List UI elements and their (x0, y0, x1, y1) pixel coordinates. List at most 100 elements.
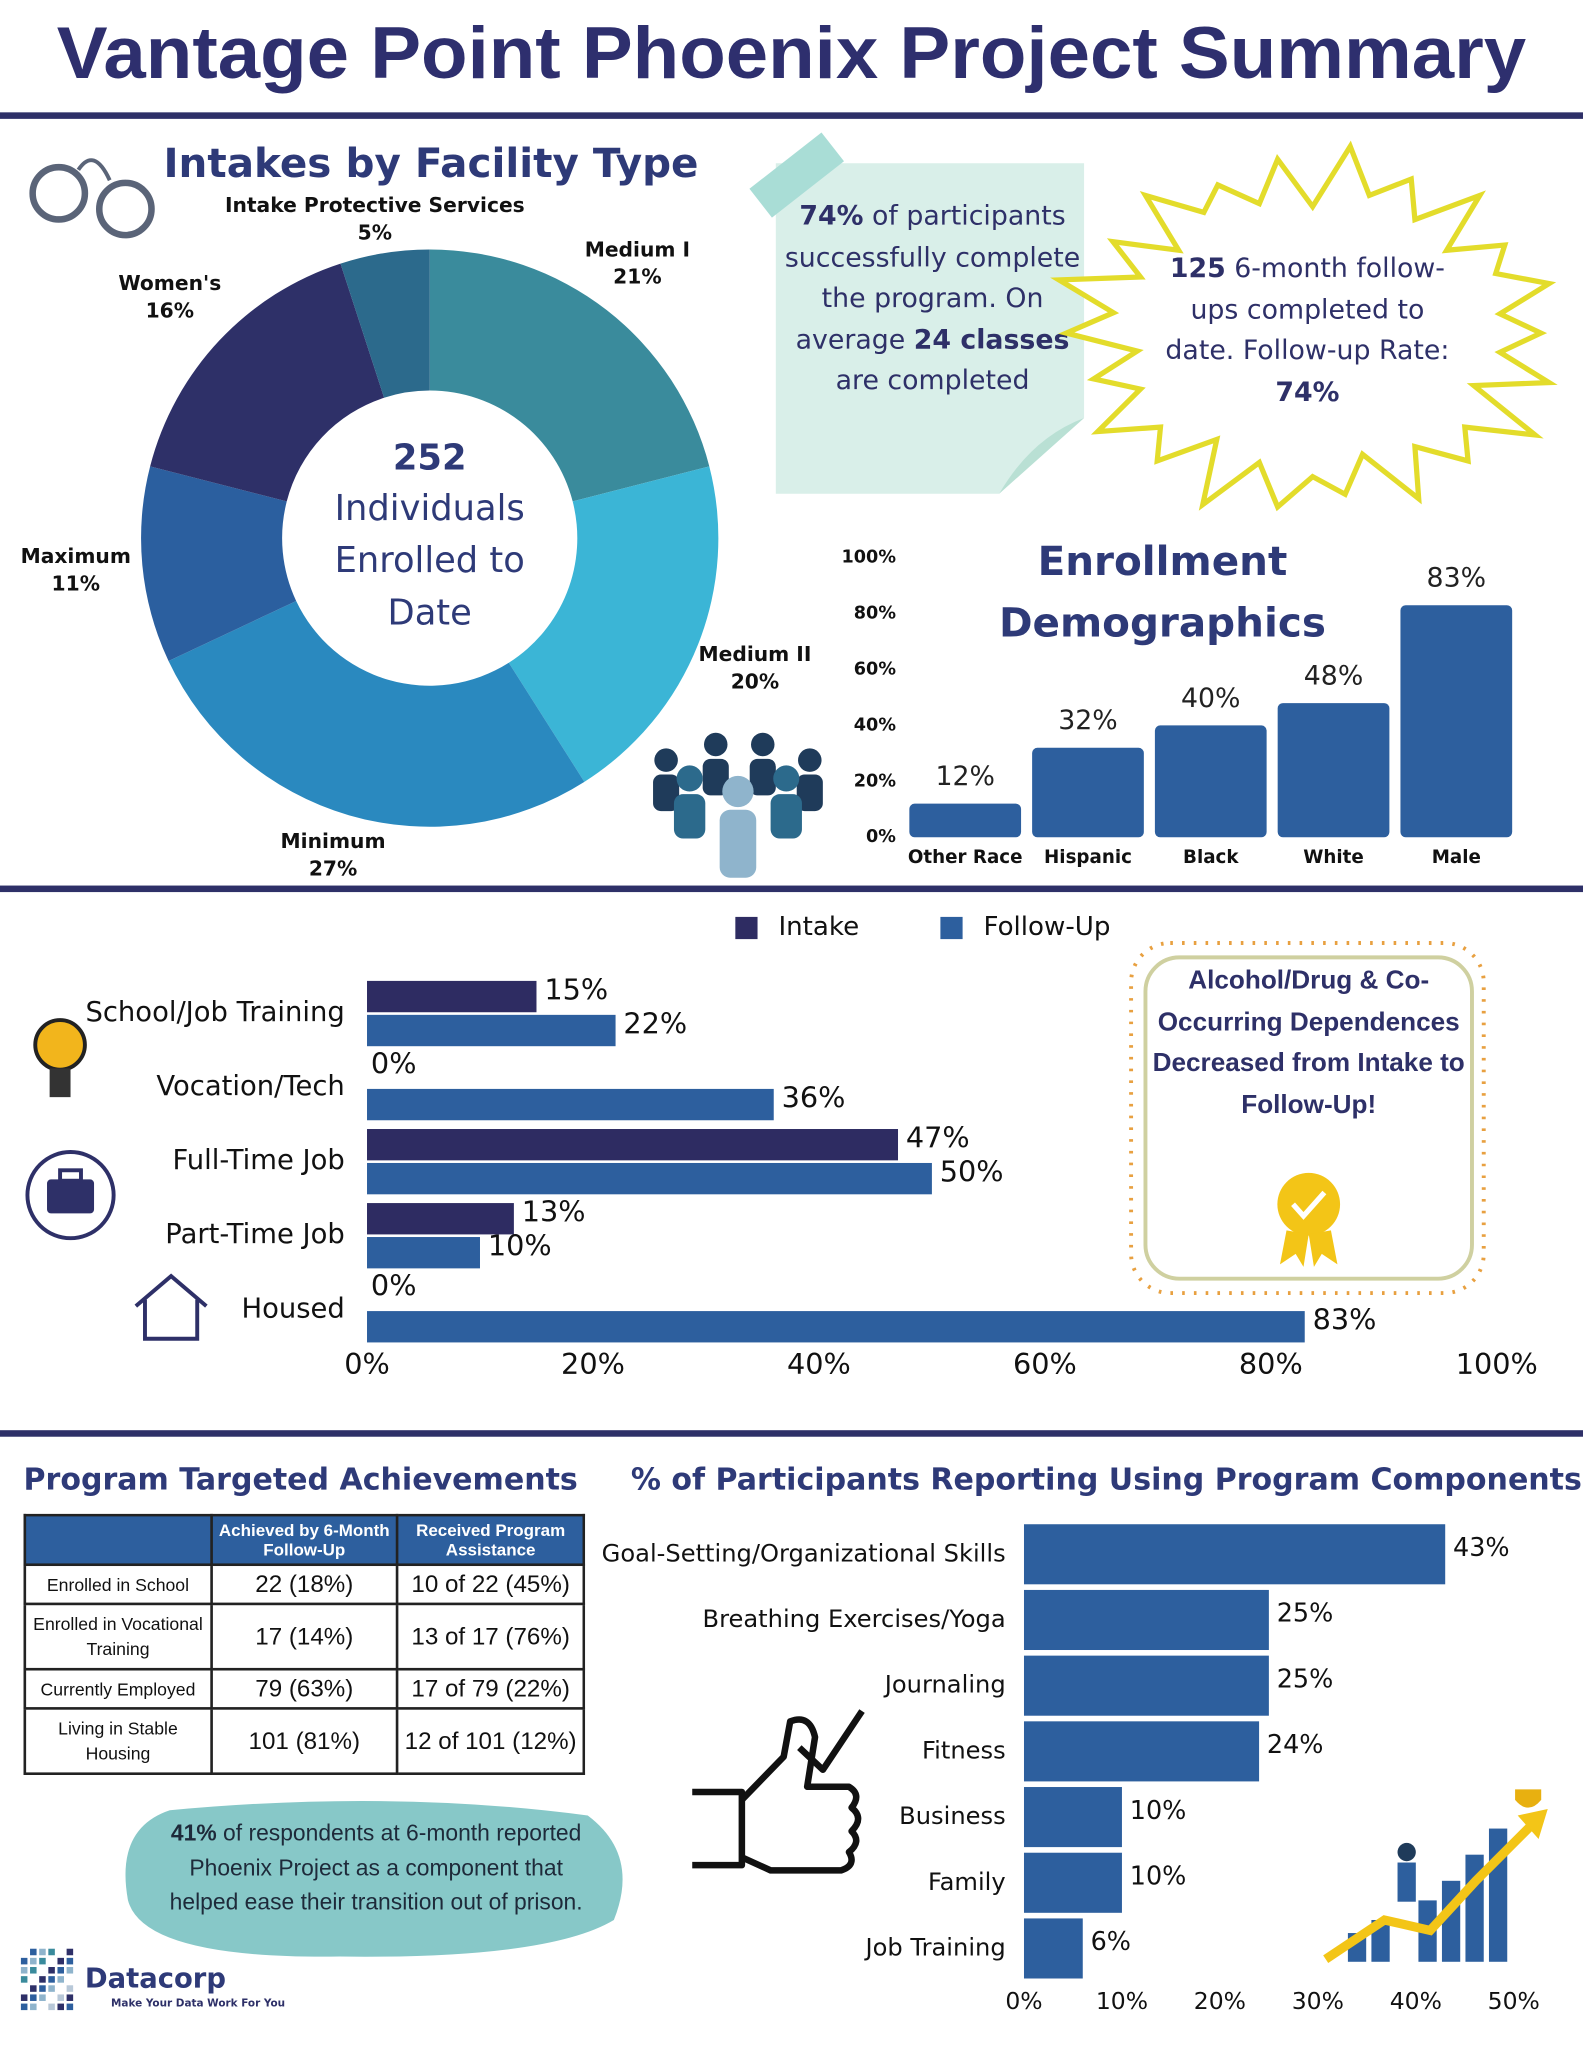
logo-cell (57, 2003, 64, 2011)
value-label: 22% (623, 1006, 687, 1040)
transition-text: 41% of respondents at 6-month reported P… (154, 1816, 598, 1920)
segment-value: 20% (731, 670, 779, 694)
center-label-box: Individuals Enrolled to Date (335, 488, 525, 633)
emphasis: 74% (799, 199, 864, 232)
value-label: 15% (544, 972, 608, 1006)
bar (1023, 1787, 1122, 1848)
x-tick-label: 40% (1390, 1987, 1442, 2015)
x-tick-label: 20% (561, 1347, 625, 1381)
bar (1023, 1655, 1269, 1716)
logo-cell (48, 1976, 55, 1983)
text: are completed (835, 364, 1030, 396)
transition-note: 41% of respondents at 6-month reported P… (125, 1800, 623, 1957)
category-label: Part-Time Job (165, 1219, 345, 1250)
followup-text: 125 6-month follow-ups completed to date… (1156, 248, 1459, 413)
x-tick-label: 30% (1292, 1987, 1344, 2015)
segment-value: 27% (309, 856, 357, 880)
bar (1032, 747, 1144, 838)
row-label: Living in Stable Housing (23, 1707, 213, 1776)
bar (1277, 703, 1390, 838)
row-label: Enrolled in Vocational Training (23, 1602, 213, 1671)
bar (1400, 605, 1513, 838)
center-value: 252 (393, 438, 467, 479)
category-label: Housed (242, 1293, 345, 1324)
logo-cell (48, 2003, 55, 2011)
value-label: 25% (1277, 1599, 1334, 1629)
logo-cell (30, 2003, 37, 2011)
category-label: School/Job Training (85, 997, 344, 1028)
y-tick-label: 40% (854, 715, 897, 735)
category-label: Journaling (883, 1671, 1006, 1699)
completion-note: 74% of participants successfully complet… (749, 132, 1086, 494)
value-label: 43% (1453, 1533, 1510, 1563)
value-label: 32% (1058, 705, 1118, 736)
y-tick-label: 60% (854, 660, 897, 680)
logo-cell (39, 1957, 46, 1965)
handcuffs-icon (29, 158, 155, 239)
value-label: 40% (1181, 683, 1241, 714)
legend-label: Intake (778, 912, 859, 942)
category-label: Full-Time Job (173, 1145, 345, 1176)
bar (1023, 1918, 1083, 1979)
value-label: 83% (1313, 1303, 1377, 1337)
bar (909, 803, 1022, 838)
logo-cell (20, 2003, 28, 2011)
legend-swatch (735, 916, 758, 940)
value-label: 83% (1427, 563, 1487, 594)
text: 6-month follow-ups completed to date. Fo… (1165, 252, 1450, 366)
segment-value: 11% (52, 572, 100, 596)
logo-cell (20, 1994, 28, 2001)
logo-cell (20, 1957, 28, 1965)
header-cell: Achieved by 6-Month Follow-Up (209, 1513, 399, 1567)
x-tick-label: 0% (1005, 1987, 1042, 2015)
bar (1023, 1852, 1122, 1913)
x-tick-label: 20% (1194, 1987, 1246, 2015)
thumbs-up-icon (692, 1709, 865, 1874)
bar (1023, 1524, 1446, 1585)
header-cell (23, 1513, 213, 1567)
donut-segment (429, 249, 710, 502)
bar (367, 980, 537, 1013)
x-tick-label: Other Race (908, 847, 1023, 868)
value-label: 0% (371, 1269, 417, 1303)
value-cell: 12 of 101 (12%) (396, 1707, 586, 1776)
logo-cell (39, 1985, 46, 1992)
logo-cell (39, 1994, 46, 2001)
logo-cell (48, 1967, 55, 1974)
divider (0, 112, 1583, 119)
bar (1023, 1589, 1269, 1651)
x-tick-label: White (1303, 847, 1364, 868)
x-tick-label: Hispanic (1044, 847, 1132, 868)
value-label: 47% (906, 1120, 970, 1154)
value-cell: 10 of 22 (45%) (396, 1563, 586, 1606)
bar (367, 1014, 616, 1047)
completion-text: 74% of participants successfully complet… (778, 196, 1086, 402)
value-cell: 13 of 17 (76%) (396, 1602, 586, 1671)
logo-cell (39, 1976, 46, 1983)
divider (0, 1430, 1583, 1437)
growth-icon (1323, 1789, 1548, 1963)
value-cell: 79 (63%) (209, 1667, 399, 1710)
row-label: Enrolled in School (23, 1563, 213, 1606)
logo-cell (66, 1985, 74, 1992)
burst-shape (1050, 140, 1558, 512)
award-box: Alcohol/Drug & Co-Occurring Dependences … (1129, 941, 1486, 1296)
category-label: Business (899, 1802, 1006, 1830)
header-cell: Received Program Assistance (396, 1513, 586, 1567)
value-label: 13% (522, 1195, 586, 1229)
bar (1023, 1721, 1260, 1782)
segment-label: Minimum (281, 829, 386, 853)
value-label: 36% (782, 1080, 846, 1114)
emphasis: 74% (1275, 375, 1340, 407)
followup-note: 125 6-month follow-ups completed to date… (1050, 140, 1558, 512)
segment-label: Intake Protective Services (225, 193, 525, 217)
segment-value: 5% (358, 220, 392, 244)
emphasis: 41% (170, 1819, 217, 1846)
table-title: Program Targeted Achievements (24, 1463, 578, 1498)
divider (0, 885, 1583, 893)
logo-cell (66, 2003, 74, 2011)
logo-cell (57, 1967, 64, 1974)
x-tick-label: Male (1432, 847, 1481, 868)
bar (367, 1088, 774, 1121)
